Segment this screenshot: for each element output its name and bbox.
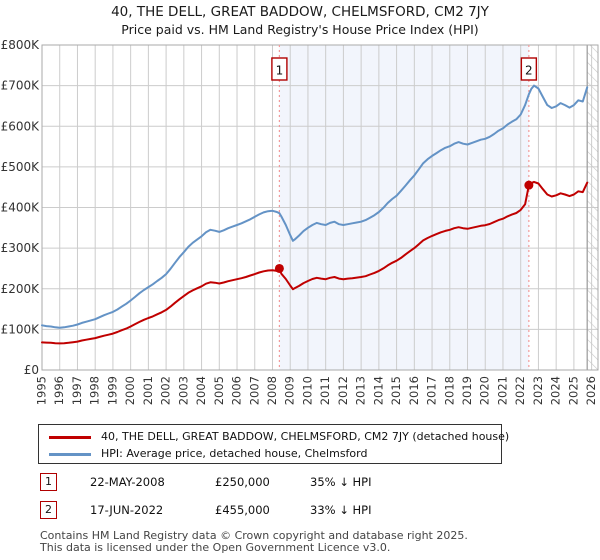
x-axis-tick-label: 2004 bbox=[194, 376, 208, 405]
sale-2-price: £455,000 bbox=[215, 503, 270, 517]
sale-marker-box bbox=[271, 57, 288, 81]
sale-marker-dot bbox=[524, 180, 534, 190]
sale-marker-dot bbox=[274, 263, 284, 273]
x-axis-tick-label: 2008 bbox=[265, 376, 279, 405]
y-axis-tick-label: £800K bbox=[1, 38, 41, 52]
sale-1-vs-hpi: 35% ↓ HPI bbox=[310, 475, 372, 489]
x-axis-tick-label: 2026 bbox=[584, 376, 598, 405]
sale-1-number-badge: 1 bbox=[40, 473, 57, 491]
x-axis-tick-label: 2015 bbox=[389, 376, 403, 405]
hpi-line-swatch bbox=[49, 453, 91, 456]
x-axis-tick-label: 2013 bbox=[354, 376, 368, 405]
x-axis-tick-label: 2016 bbox=[407, 376, 421, 405]
sale-marker-number: 2 bbox=[525, 64, 533, 78]
future-hatch-region bbox=[587, 45, 598, 370]
y-axis-tick-label: £300K bbox=[1, 241, 41, 255]
price-chart: 1 2 £0 £100K £200K £300K £400K £500K £600K £700K £… bbox=[1, 38, 599, 405]
sale-1-date: 22-MAY-2008 bbox=[90, 475, 165, 489]
y-axis-tick-label: £100K bbox=[1, 322, 41, 336]
footer-licence: This data is licensed under the Open Gov… bbox=[40, 541, 391, 554]
price-line-swatch bbox=[49, 436, 91, 439]
x-axis-tick-label: 1995 bbox=[35, 376, 49, 405]
sale-marker-box bbox=[520, 57, 538, 81]
sale-2-number-badge: 2 bbox=[40, 501, 57, 519]
x-axis-tick-label: 2020 bbox=[478, 376, 492, 405]
sale-2-vs-hpi: 33% ↓ HPI bbox=[310, 503, 372, 517]
x-axis-tick-label: 2001 bbox=[141, 376, 155, 405]
x-axis-tick-label: 2021 bbox=[495, 376, 509, 405]
x-axis-tick-label: 1998 bbox=[88, 376, 102, 405]
x-axis-tick-label: 2022 bbox=[513, 376, 527, 405]
x-axis-tick-label: 2000 bbox=[123, 376, 137, 405]
sale-marker-number: 1 bbox=[276, 64, 284, 78]
x-axis-tick-label: 2003 bbox=[176, 376, 190, 405]
y-axis-tick-label: £400K bbox=[1, 201, 41, 215]
x-axis-tick-label: 1997 bbox=[70, 376, 84, 405]
x-axis-tick-label: 2011 bbox=[318, 376, 332, 405]
x-axis-tick-label: 1999 bbox=[105, 376, 119, 405]
chart-legend: 40, THE DELL, GREAT BADDOW, CHELMSFORD, … bbox=[38, 424, 509, 464]
legend-item-hpi: HPI: Average price, detached house, Chel… bbox=[39, 445, 501, 463]
x-axis-tick-label: 2025 bbox=[566, 376, 580, 405]
page-subtitle: Price paid vs. HM Land Registry's House … bbox=[121, 22, 479, 37]
x-axis-tick-label: 2005 bbox=[212, 376, 226, 405]
x-axis-tick-label: 2023 bbox=[531, 376, 545, 405]
x-axis-tick-label: 2014 bbox=[371, 376, 385, 405]
y-axis-tick-label: £500K bbox=[1, 160, 41, 174]
legend-label-price: 40, THE DELL, GREAT BADDOW, CHELMSFORD, … bbox=[101, 430, 510, 443]
x-axis-tick-label: 2002 bbox=[159, 376, 173, 405]
plot-border bbox=[41, 44, 599, 371]
x-axis-tick-label: 2017 bbox=[425, 376, 439, 405]
y-axis-tick-label: £0 bbox=[24, 363, 39, 377]
x-axis-tick-label: 1996 bbox=[52, 376, 66, 405]
sale-annotation-row-1: 1 22-MAY-2008 £250,000 35% ↓ HPI bbox=[0, 473, 600, 493]
sale-annotation-row-2: 2 17-JUN-2022 £455,000 33% ↓ HPI bbox=[0, 501, 600, 521]
sale-1-price: £250,000 bbox=[215, 475, 270, 489]
x-axis-tick-label: 2019 bbox=[460, 376, 474, 405]
x-axis-tick-label: 2012 bbox=[336, 376, 350, 405]
legend-item-price: 40, THE DELL, GREAT BADDOW, CHELMSFORD, … bbox=[39, 428, 509, 446]
page-title: 40, THE DELL, GREAT BADDOW, CHELMSFORD, … bbox=[111, 4, 489, 20]
legend-label-hpi: HPI: Average price, detached house, Chel… bbox=[101, 447, 368, 460]
y-axis-tick-label: £700K bbox=[1, 79, 41, 93]
y-axis-tick-label: £200K bbox=[1, 282, 41, 296]
x-axis-tick-label: 2024 bbox=[549, 376, 563, 405]
x-axis-tick-label: 2010 bbox=[300, 376, 314, 405]
x-axis-tick-label: 2018 bbox=[442, 376, 456, 405]
y-axis-tick-label: £600K bbox=[1, 119, 41, 133]
hpi-line bbox=[41, 84, 589, 329]
sale-2-date: 17-JUN-2022 bbox=[90, 503, 164, 517]
x-axis-tick-label: 2009 bbox=[283, 376, 297, 405]
price-paid-line bbox=[41, 180, 589, 345]
x-axis-tick-label: 2007 bbox=[247, 376, 261, 405]
footer-copyright: Contains HM Land Registry data © Crown c… bbox=[40, 529, 468, 542]
x-axis-tick-label: 2006 bbox=[230, 376, 244, 405]
